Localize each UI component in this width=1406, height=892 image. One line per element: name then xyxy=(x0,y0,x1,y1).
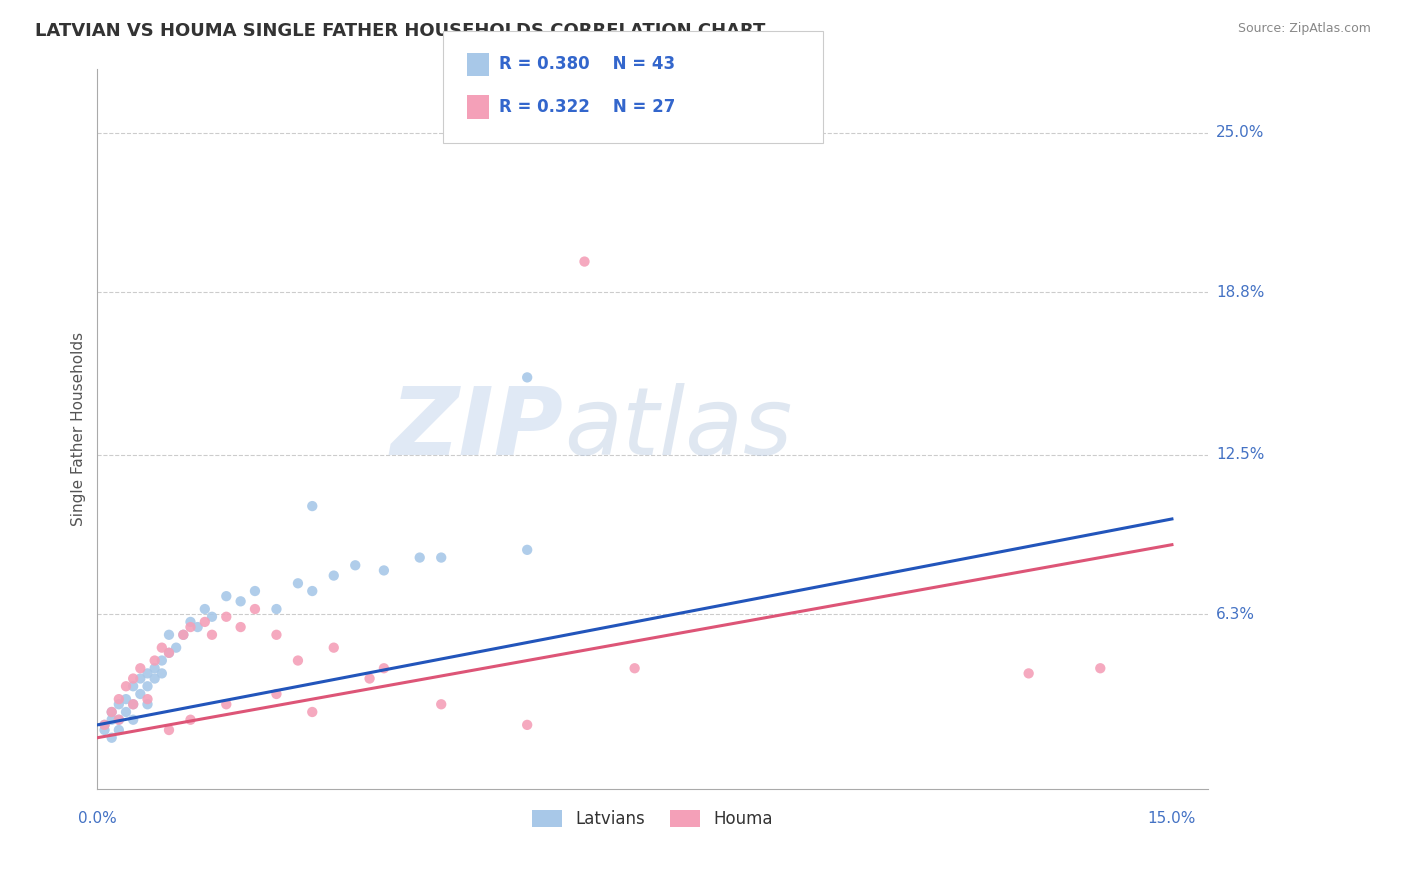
Point xyxy=(157,628,180,642)
Point xyxy=(100,705,122,719)
Point xyxy=(301,499,323,513)
Point xyxy=(201,628,224,642)
Point xyxy=(129,687,152,701)
Text: 15.0%: 15.0% xyxy=(1147,812,1197,827)
Point xyxy=(122,698,145,712)
Point xyxy=(100,713,122,727)
Point xyxy=(122,698,145,712)
Text: 25.0%: 25.0% xyxy=(1216,126,1264,140)
Point xyxy=(136,679,159,693)
Text: 0.0%: 0.0% xyxy=(77,812,117,827)
Point xyxy=(215,609,238,624)
Point xyxy=(93,723,115,737)
Point xyxy=(100,705,122,719)
Point xyxy=(409,550,432,565)
Point xyxy=(143,672,166,686)
Point xyxy=(287,653,309,667)
Point xyxy=(122,713,145,727)
Point xyxy=(623,661,645,675)
Point xyxy=(93,718,115,732)
Point xyxy=(143,653,166,667)
Point xyxy=(100,731,122,745)
Point xyxy=(157,646,180,660)
Point xyxy=(266,628,288,642)
Text: 18.8%: 18.8% xyxy=(1216,285,1264,300)
Point xyxy=(115,679,138,693)
Point xyxy=(301,584,323,599)
Point xyxy=(136,666,159,681)
Point xyxy=(516,718,538,732)
Point xyxy=(215,589,238,603)
Point xyxy=(322,568,344,582)
Point xyxy=(179,713,201,727)
Point xyxy=(516,542,538,557)
Point xyxy=(122,672,145,686)
Point xyxy=(215,698,238,712)
Point xyxy=(93,718,115,732)
Point xyxy=(359,672,381,686)
Point xyxy=(287,576,309,591)
Point xyxy=(344,558,367,573)
Point xyxy=(574,254,596,268)
Text: atlas: atlas xyxy=(564,384,792,475)
Point xyxy=(129,661,152,675)
Text: R = 0.322    N = 27: R = 0.322 N = 27 xyxy=(499,98,675,116)
Point xyxy=(243,584,266,599)
Point xyxy=(165,640,187,655)
Point xyxy=(201,609,224,624)
Point xyxy=(108,698,131,712)
Point xyxy=(266,602,288,616)
Point xyxy=(172,628,194,642)
Point xyxy=(157,723,180,737)
Point xyxy=(108,723,131,737)
Text: LATVIAN VS HOUMA SINGLE FATHER HOUSEHOLDS CORRELATION CHART: LATVIAN VS HOUMA SINGLE FATHER HOUSEHOLD… xyxy=(35,22,765,40)
Point xyxy=(150,653,173,667)
Point xyxy=(194,615,217,629)
Point xyxy=(1018,666,1040,681)
Point xyxy=(266,687,288,701)
Point xyxy=(108,713,131,727)
Point xyxy=(187,620,209,634)
Text: 12.5%: 12.5% xyxy=(1216,447,1264,462)
Point xyxy=(430,698,453,712)
Text: 6.3%: 6.3% xyxy=(1216,607,1256,622)
Point xyxy=(108,692,131,706)
Point xyxy=(229,620,252,634)
Point xyxy=(301,705,323,719)
Point xyxy=(129,672,152,686)
Point xyxy=(179,615,201,629)
Point xyxy=(373,661,395,675)
Point xyxy=(229,594,252,608)
Text: Source: ZipAtlas.com: Source: ZipAtlas.com xyxy=(1237,22,1371,36)
Point xyxy=(373,564,395,578)
Point xyxy=(322,640,344,655)
Text: R = 0.380    N = 43: R = 0.380 N = 43 xyxy=(499,55,675,73)
Point xyxy=(243,602,266,616)
Point xyxy=(430,550,453,565)
Point xyxy=(179,620,201,634)
Point xyxy=(1090,661,1112,675)
Point xyxy=(150,666,173,681)
Point xyxy=(157,646,180,660)
Point xyxy=(122,679,145,693)
Point xyxy=(194,602,217,616)
Y-axis label: Single Father Households: Single Father Households xyxy=(72,332,86,526)
Point xyxy=(115,692,138,706)
Point xyxy=(136,692,159,706)
Point xyxy=(516,370,538,384)
Point xyxy=(115,705,138,719)
Legend: Latvians, Houma: Latvians, Houma xyxy=(526,804,780,835)
Point xyxy=(143,661,166,675)
Point xyxy=(150,640,173,655)
Point xyxy=(136,698,159,712)
Point xyxy=(172,628,194,642)
Point xyxy=(108,713,131,727)
Text: ZIP: ZIP xyxy=(391,383,564,475)
